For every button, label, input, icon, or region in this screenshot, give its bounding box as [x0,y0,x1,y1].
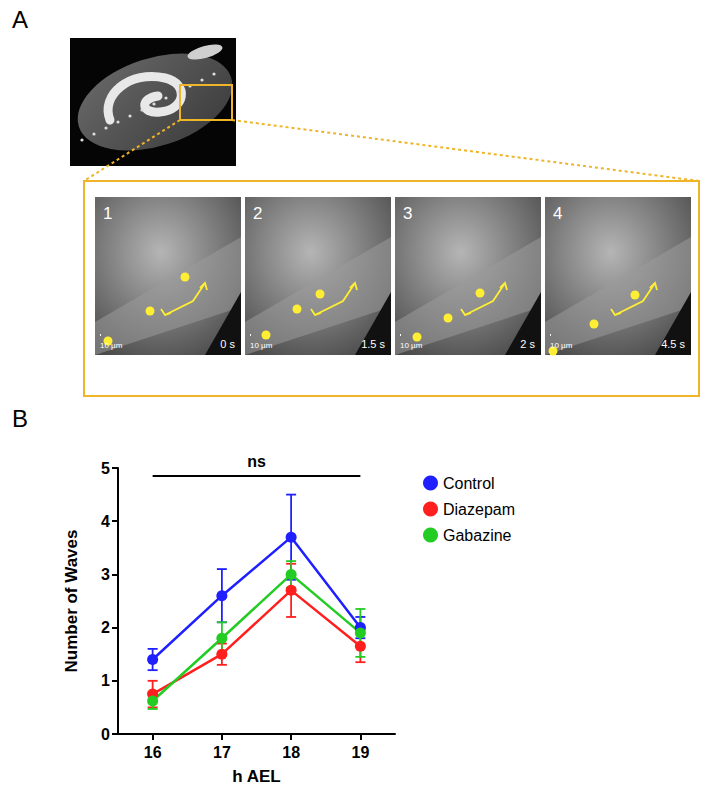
svg-text:3: 3 [101,566,110,583]
svg-text:16: 16 [144,744,162,761]
svg-text:19: 19 [351,744,369,761]
svg-text:0: 0 [101,726,110,743]
svg-text:2 s: 2 s [520,338,535,350]
svg-text:A: A [12,6,28,33]
svg-text:18: 18 [282,744,300,761]
svg-text:2: 2 [101,619,110,636]
svg-text:1.5 s: 1.5 s [361,338,385,350]
svg-text:10 µm: 10 µm [100,341,123,350]
svg-text:Number of Waves: Number of Waves [62,530,81,673]
svg-text:10 µm: 10 µm [250,341,273,350]
svg-text:10 µm: 10 µm [400,341,423,350]
svg-text:Diazepam: Diazepam [443,501,515,518]
svg-text:B: B [12,405,28,432]
svg-text:h AEL: h AEL [232,767,280,786]
svg-text:3: 3 [403,204,412,223]
svg-text:4: 4 [101,513,110,530]
svg-text:4: 4 [553,204,562,223]
svg-text:0 s: 0 s [220,338,235,350]
svg-text:Gabazine: Gabazine [443,527,512,544]
svg-text:4.5 s: 4.5 s [661,338,685,350]
svg-text:1: 1 [103,204,112,223]
svg-text:5: 5 [101,460,110,477]
svg-text:2: 2 [253,204,262,223]
svg-text:10 µm: 10 µm [550,341,573,350]
svg-text:1: 1 [101,672,110,689]
svg-text:17: 17 [213,744,231,761]
svg-text:ns: ns [247,453,266,470]
svg-text:Control: Control [443,475,495,492]
